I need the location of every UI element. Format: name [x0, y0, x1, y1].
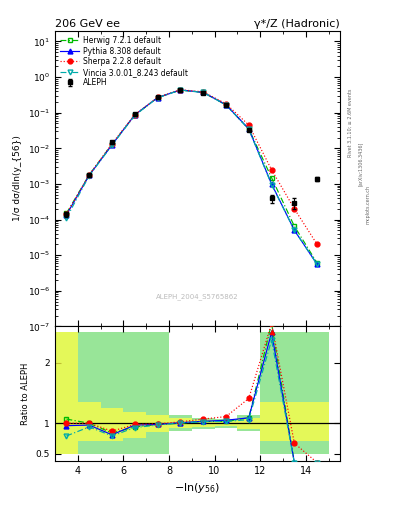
Text: Rivet 3.1.10; ≥ 2.6M events: Rivet 3.1.10; ≥ 2.6M events: [348, 89, 353, 157]
Vincia 3.0.01_8.243 default: [87, 173, 92, 179]
Vincia 3.0.01_8.243 default: [155, 95, 160, 101]
Sherpa 2.2.8 default: [132, 112, 137, 118]
Vincia 3.0.01_8.243 default: [224, 102, 228, 108]
Text: 206 GeV ee: 206 GeV ee: [55, 18, 120, 29]
Sherpa 2.2.8 default: [269, 167, 274, 173]
Pythia 8.308 default: [224, 101, 228, 108]
Line: Sherpa 2.2.8 default: Sherpa 2.2.8 default: [64, 88, 320, 247]
Herwig 7.2.1 default: [201, 90, 206, 96]
Vincia 3.0.01_8.243 default: [178, 87, 183, 93]
Pythia 8.308 default: [87, 172, 92, 178]
Sherpa 2.2.8 default: [201, 89, 206, 95]
Herwig 7.2.1 default: [224, 102, 228, 108]
Sherpa 2.2.8 default: [87, 172, 92, 178]
Herwig 7.2.1 default: [315, 260, 320, 266]
Pythia 8.308 default: [246, 126, 251, 132]
Herwig 7.2.1 default: [269, 175, 274, 181]
Pythia 8.308 default: [178, 87, 183, 93]
Text: γ*/Z (Hadronic): γ*/Z (Hadronic): [254, 18, 340, 29]
Sherpa 2.2.8 default: [246, 122, 251, 128]
Sherpa 2.2.8 default: [292, 206, 297, 212]
Vincia 3.0.01_8.243 default: [110, 142, 114, 148]
Vincia 3.0.01_8.243 default: [315, 261, 320, 267]
Sherpa 2.2.8 default: [178, 87, 183, 93]
Sherpa 2.2.8 default: [155, 94, 160, 100]
Line: Pythia 8.308 default: Pythia 8.308 default: [64, 88, 320, 267]
Vincia 3.0.01_8.243 default: [246, 126, 251, 133]
Sherpa 2.2.8 default: [224, 101, 228, 107]
Text: ALEPH_2004_S5765862: ALEPH_2004_S5765862: [156, 293, 239, 300]
Pythia 8.308 default: [155, 95, 160, 101]
Herwig 7.2.1 default: [246, 126, 251, 132]
Pythia 8.308 default: [292, 227, 297, 233]
Vincia 3.0.01_8.243 default: [292, 227, 297, 233]
Pythia 8.308 default: [132, 112, 137, 118]
Herwig 7.2.1 default: [155, 95, 160, 101]
Herwig 7.2.1 default: [64, 210, 69, 217]
Vincia 3.0.01_8.243 default: [269, 182, 274, 188]
Line: Vincia 3.0.01_8.243 default: Vincia 3.0.01_8.243 default: [64, 88, 320, 267]
Text: [arXiv:1306.3436]: [arXiv:1306.3436]: [358, 142, 363, 186]
Vincia 3.0.01_8.243 default: [201, 90, 206, 96]
Pythia 8.308 default: [110, 142, 114, 148]
Pythia 8.308 default: [64, 212, 69, 218]
Herwig 7.2.1 default: [132, 112, 137, 118]
Sherpa 2.2.8 default: [110, 141, 114, 147]
Vincia 3.0.01_8.243 default: [132, 112, 137, 118]
Herwig 7.2.1 default: [87, 172, 92, 178]
Sherpa 2.2.8 default: [315, 241, 320, 247]
Vincia 3.0.01_8.243 default: [64, 215, 69, 221]
X-axis label: $-\ln(y_{56})$: $-\ln(y_{56})$: [174, 481, 220, 495]
Pythia 8.308 default: [269, 181, 274, 187]
Sherpa 2.2.8 default: [64, 211, 69, 218]
Pythia 8.308 default: [315, 261, 320, 267]
Pythia 8.308 default: [201, 89, 206, 95]
Text: mcplots.cern.ch: mcplots.cern.ch: [365, 185, 371, 224]
Y-axis label: 1/σ dσ/dln(y_{56}): 1/σ dσ/dln(y_{56}): [13, 136, 22, 222]
Legend: Herwig 7.2.1 default, Pythia 8.308 default, Sherpa 2.2.8 default, Vincia 3.0.01_: Herwig 7.2.1 default, Pythia 8.308 defau…: [59, 34, 190, 89]
Herwig 7.2.1 default: [178, 87, 183, 93]
Line: Herwig 7.2.1 default: Herwig 7.2.1 default: [64, 88, 320, 266]
Y-axis label: Ratio to ALEPH: Ratio to ALEPH: [21, 362, 30, 425]
Herwig 7.2.1 default: [110, 141, 114, 147]
Herwig 7.2.1 default: [292, 223, 297, 229]
